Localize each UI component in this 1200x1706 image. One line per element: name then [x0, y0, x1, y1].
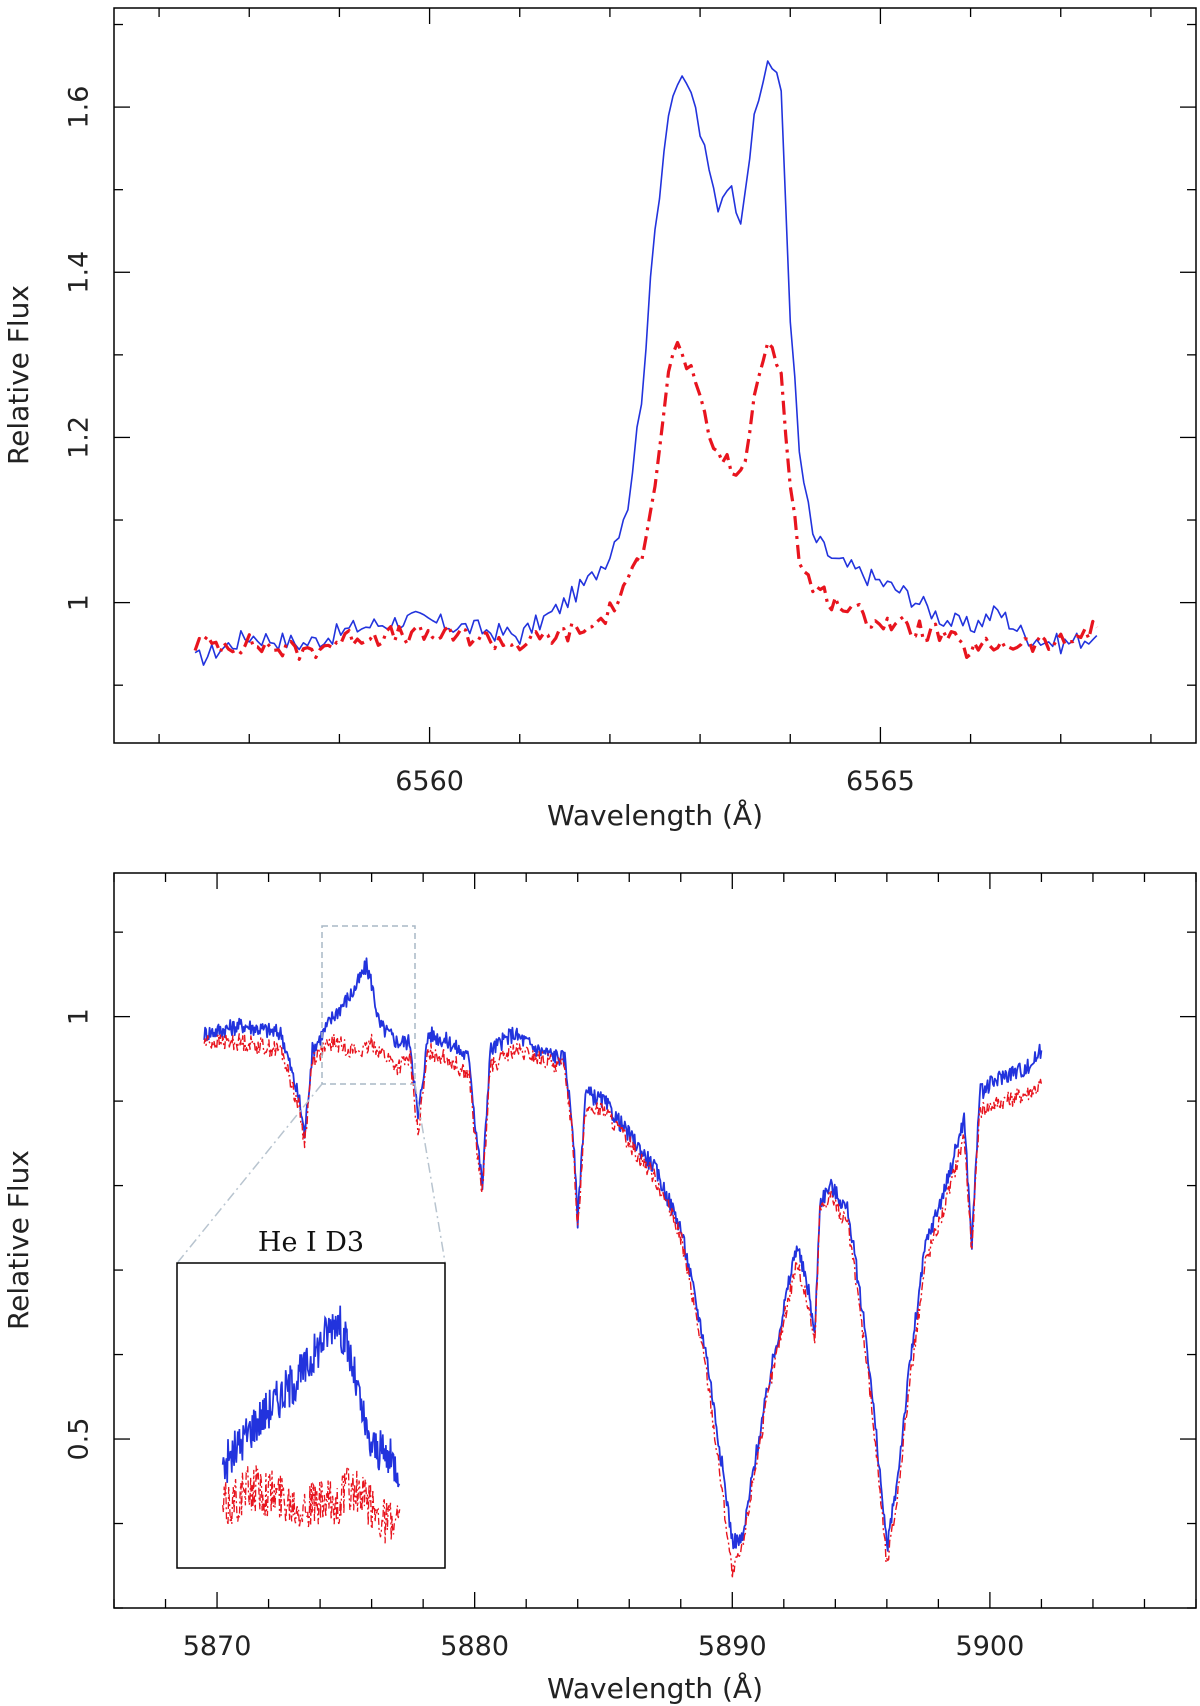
top-x-axis-label: Wavelength (Å): [547, 798, 763, 832]
top-chart-y-tick-labels: 1 1.2 1.4 1.6: [64, 86, 95, 612]
bottom-chart-x-tick-labels: 5870 5880 5890 5900: [183, 1631, 1025, 1662]
top-chart: 6560 6565 1 1.2 1.4 1.6 Wavelength (Å) R…: [2, 7, 1197, 832]
inset-series: [221, 1305, 401, 1544]
inset-chart: He I D3: [176, 1227, 446, 1569]
bottom-series-red-dashdot: [203, 1033, 1043, 1579]
bottom-series-blue-solid: [203, 957, 1043, 1552]
top-chart-series: [193, 60, 1099, 666]
top-y-tick-label: 1.4: [64, 251, 95, 294]
top-x-tick-label: 6565: [846, 766, 915, 797]
top-series-red-dashdot: [193, 340, 1099, 661]
bottom-x-tick-label: 5890: [698, 1631, 767, 1662]
top-chart-frame: [113, 7, 1197, 744]
bottom-x-axis-label: Wavelength (Å): [547, 1671, 763, 1705]
top-y-axis-label: Relative Flux: [2, 285, 35, 465]
bottom-chart-y-tick-labels: 0.5 1: [64, 1008, 95, 1460]
bottom-x-tick-label: 5900: [956, 1631, 1025, 1662]
inset-series-red-dashdot: [222, 1464, 401, 1544]
bottom-chart-ticks: [113, 873, 1197, 1609]
top-y-tick-label: 1.2: [64, 416, 95, 459]
bottom-y-tick-label: 0.5: [64, 1418, 95, 1461]
top-chart-x-tick-labels: 6560 6565: [395, 766, 915, 797]
inset-title: He I D3: [258, 1227, 364, 1258]
top-y-tick-label: 1.6: [64, 86, 95, 129]
top-chart-ticks: [114, 8, 1196, 743]
bottom-y-tick-label: 1: [64, 1008, 95, 1025]
bottom-y-axis-label: Relative Flux: [2, 1150, 35, 1330]
bottom-chart-series: [203, 957, 1043, 1579]
inset-series-blue-solid: [221, 1305, 401, 1488]
bottom-x-tick-label: 5870: [183, 1631, 252, 1662]
bottom-chart: 5870 5880 5890 5900 0.5 1 Wavelength (Å)…: [2, 872, 1197, 1705]
top-y-tick-label: 1: [64, 594, 95, 611]
top-x-tick-label: 6560: [395, 766, 464, 797]
bottom-chart-frame: [113, 872, 1197, 1609]
inset-connector-right: [414, 1083, 446, 1263]
inset-connector-left: [177, 1083, 323, 1263]
bottom-x-tick-label: 5880: [440, 1631, 509, 1662]
inset-frame: [176, 1262, 446, 1569]
top-series-blue-solid: [194, 60, 1098, 666]
inset-zoom-region: [321, 925, 416, 1085]
